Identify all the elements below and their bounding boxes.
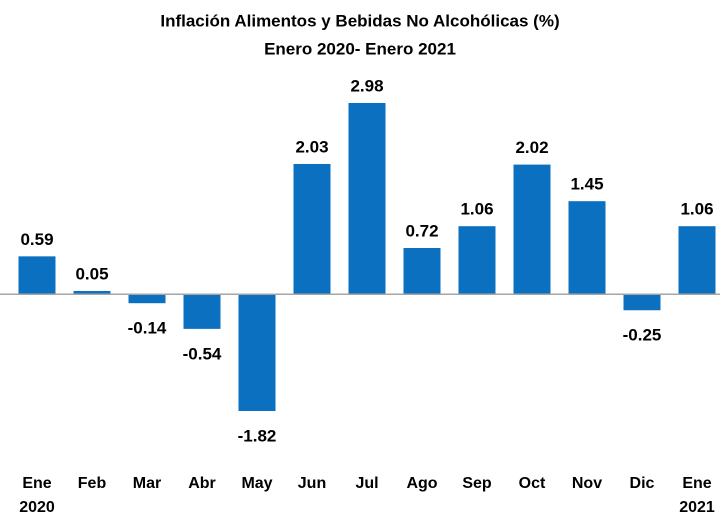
chart-title: Inflación Alimentos y Bebidas No Alcohól… bbox=[160, 11, 559, 30]
bar bbox=[73, 291, 111, 295]
bar bbox=[293, 163, 331, 295]
bar bbox=[678, 226, 716, 295]
chart-subtitle: Enero 2020- Enero 2021 bbox=[264, 39, 456, 58]
data-label: 2.03 bbox=[295, 137, 328, 156]
data-label: 1.45 bbox=[570, 175, 603, 194]
bar bbox=[18, 256, 56, 295]
x-tick-label: Dic bbox=[629, 475, 655, 492]
bar bbox=[403, 248, 441, 295]
data-label: 2.98 bbox=[350, 76, 383, 95]
x-tick-label: Jun bbox=[297, 475, 327, 492]
data-label: 0.59 bbox=[20, 230, 53, 249]
x-tick-label: Mar bbox=[132, 475, 162, 492]
data-label: 1.06 bbox=[680, 200, 713, 219]
bar bbox=[128, 294, 166, 304]
x-tick-label: Ene 2020 bbox=[19, 475, 55, 516]
bar bbox=[568, 201, 606, 295]
data-label: 0.72 bbox=[405, 222, 438, 241]
x-tick-label: Feb bbox=[77, 475, 107, 492]
x-tick-label: Oct bbox=[518, 475, 546, 492]
data-label: -0.14 bbox=[128, 319, 167, 338]
bar bbox=[183, 294, 221, 329]
bar bbox=[238, 294, 276, 411]
bar bbox=[458, 226, 496, 295]
data-label: -0.54 bbox=[183, 344, 222, 363]
x-tick-label: Sep bbox=[462, 475, 492, 492]
data-label: -1.82 bbox=[238, 426, 277, 445]
data-label: 0.05 bbox=[75, 264, 108, 283]
bar bbox=[348, 103, 386, 295]
x-tick-label: Ago bbox=[406, 475, 438, 492]
x-tick-label: Jul bbox=[355, 475, 379, 492]
data-label: -0.25 bbox=[623, 326, 662, 345]
bar bbox=[623, 294, 661, 311]
x-tick-label: Nov bbox=[571, 475, 603, 492]
x-tick-label: May bbox=[241, 475, 273, 492]
data-label: 1.06 bbox=[460, 200, 493, 219]
data-label: 2.02 bbox=[515, 138, 548, 157]
bar bbox=[513, 164, 551, 295]
x-tick-label: Ene 2021 bbox=[679, 475, 715, 516]
x-tick-label: Abr bbox=[188, 475, 216, 492]
